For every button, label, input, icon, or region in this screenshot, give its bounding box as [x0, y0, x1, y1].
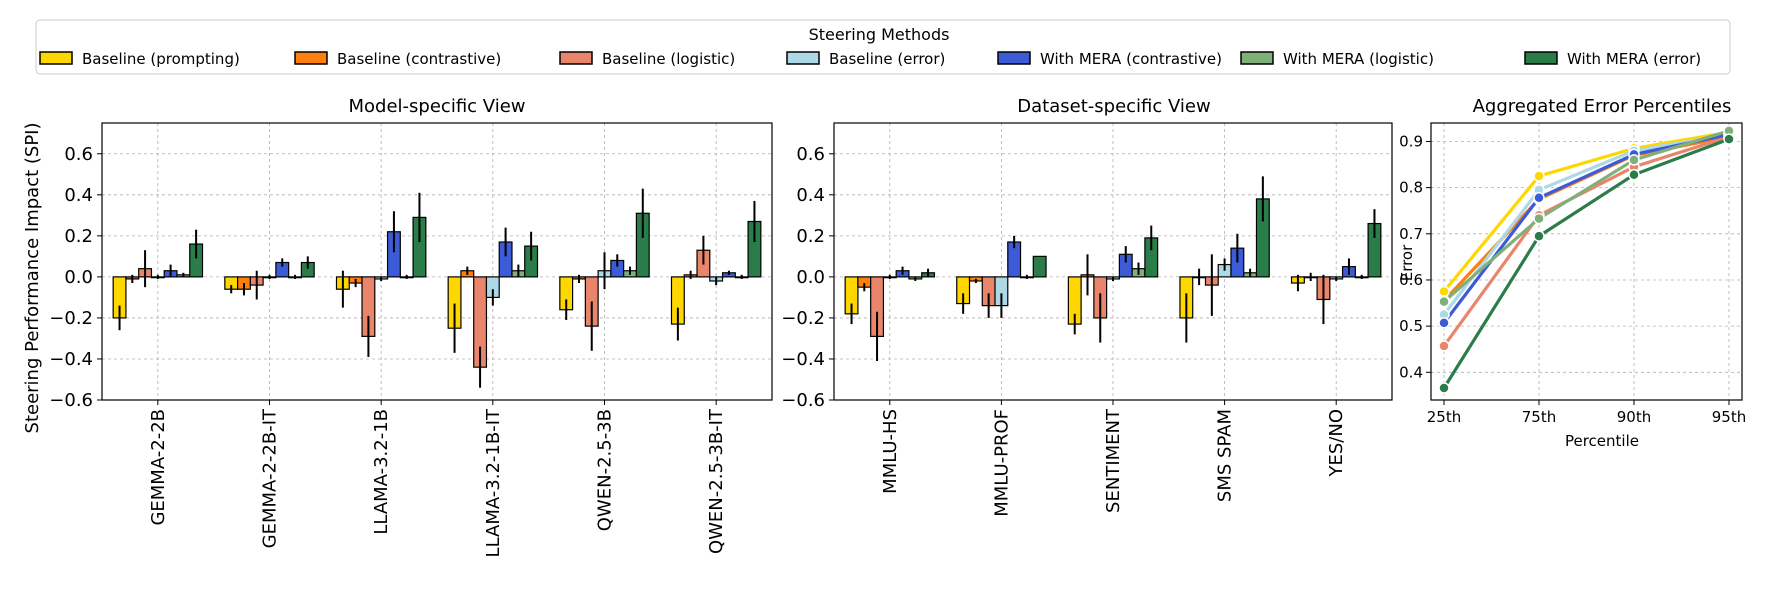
y-tick-label: 0.0: [64, 267, 93, 288]
y-tick-label: 0.7: [1399, 225, 1423, 243]
agg-chart-title: Aggregated Error Percentiles: [1473, 96, 1732, 117]
legend-swatch: [39, 51, 73, 65]
y-tick-label: 0.0: [796, 267, 825, 288]
plot-frame: [1430, 122, 1743, 401]
legend-item-baseline-contrastive: Baseline (contrastive): [294, 50, 501, 68]
legend-item-baseline-error: Baseline (error): [786, 50, 945, 68]
point-with-mera-contrastive-75th: [1533, 192, 1545, 204]
y-tick-label: 0.6: [796, 144, 825, 165]
legend-label: With MERA (contrastive): [1040, 50, 1222, 68]
legend-item-with-mera-error: With MERA (error): [1524, 50, 1701, 68]
point-with-mera-logistic-75th: [1533, 212, 1545, 225]
plot-frame: [101, 122, 773, 401]
y-tick-label: −0.6: [781, 390, 825, 411]
legend-swatch: [1240, 51, 1274, 65]
x-tick-label: QWEN-2.5-3B-IT: [706, 408, 727, 554]
y-tick-label: 0.9: [1399, 132, 1423, 150]
x-tick-label: GEMMA-2-2B-IT: [260, 408, 281, 548]
y-tick-label: −0.4: [781, 349, 825, 370]
x-tick-label: MMLU-HS: [880, 409, 901, 494]
legend-label: With MERA (error): [1567, 50, 1701, 68]
y-tick-label: 0.6: [1399, 271, 1423, 289]
point-baseline-logistic-25th: [1438, 340, 1450, 352]
legend-swatch: [294, 51, 328, 65]
legend-swatch: [1524, 51, 1558, 65]
legend-swatch: [786, 51, 820, 65]
model-chart-title: Model-specific View: [349, 96, 526, 117]
bar-with-mera-error-mmlu-prof: [1032, 255, 1047, 278]
y-tick-label: −0.2: [49, 308, 93, 329]
x-tick-label: 95th: [1712, 408, 1746, 426]
point-with-mera-error-75th: [1533, 230, 1545, 242]
y-tick-label: 0.2: [796, 226, 825, 247]
legend-label: With MERA (logistic): [1283, 50, 1434, 68]
x-tick-label: QWEN-2.5-3B: [595, 409, 616, 531]
point-baseline-prompting-75th: [1533, 170, 1545, 182]
line-with-mera-logistic: [1442, 129, 1730, 303]
legend-label: Baseline (prompting): [82, 50, 240, 68]
y-tick-label: 0.4: [796, 185, 825, 206]
line-baseline-error: [1442, 132, 1730, 316]
point-with-mera-contrastive-25th: [1438, 317, 1450, 329]
x-tick-label: LLAMA-3.2-1B: [371, 409, 392, 535]
model-specific-chart: Model-specific View −0.6 −0.4 −0.2 0.0 0.2 0.…: [49, 96, 773, 557]
point-with-mera-logistic-90th: [1628, 154, 1640, 166]
shared-y-axis-label: Steering Performance Impact (SPI): [22, 123, 43, 434]
legend-label: Baseline (logistic): [602, 50, 735, 68]
x-tick-label: 90th: [1617, 408, 1651, 426]
y-tick-label: 0.4: [1399, 363, 1423, 381]
agg-x-axis-label: Percentile: [1565, 432, 1639, 450]
y-tick-label: 0.8: [1399, 179, 1423, 197]
agg-y-axis-label: Error: [1398, 244, 1416, 281]
y-tick-label: 0.4: [64, 185, 93, 206]
legend-item-baseline-prompting: Baseline (prompting): [39, 50, 240, 68]
legend-item-with-mera-contrastive: With MERA (contrastive): [997, 50, 1222, 68]
line-with-mera-error: [1442, 137, 1730, 389]
x-tick-label: LLAMA-3.2-1B-IT: [483, 408, 504, 557]
point-with-mera-error-90th: [1628, 168, 1640, 181]
legend-label: Baseline (error): [829, 50, 945, 68]
point-with-mera-error-25th: [1438, 382, 1450, 394]
dataset-chart-title: Dataset-specific View: [1017, 96, 1210, 117]
legend-label: Baseline (contrastive): [337, 50, 501, 68]
legend: Steering Methods Baseline (prompting) Bas…: [35, 19, 1731, 75]
x-tick-label: 25th: [1427, 408, 1461, 426]
aggregated-error-chart: Aggregated Error Percentiles Percentile …: [1398, 96, 1746, 450]
y-tick-label: −0.6: [49, 390, 93, 411]
x-tick-label: YES/NO: [1326, 409, 1347, 478]
x-tick-label: 75th: [1522, 408, 1556, 426]
y-tick-label: −0.4: [49, 349, 93, 370]
y-tick-label: 0.5: [1399, 317, 1423, 335]
legend-swatch: [559, 51, 593, 65]
legend-title: Steering Methods: [809, 25, 950, 44]
y-tick-label: 0.2: [64, 226, 93, 247]
x-tick-label: SENTIMENT: [1103, 408, 1124, 513]
point-with-mera-logistic-25th: [1438, 295, 1450, 308]
x-tick-label: GEMMA-2-2B: [148, 409, 169, 526]
line-baseline-prompting: [1442, 130, 1730, 293]
y-tick-label: −0.2: [781, 308, 825, 329]
dataset-specific-chart: Dataset-specific View −0.6 −0.4 −0.2 0.0 0.2…: [781, 96, 1393, 517]
legend-swatch: [997, 51, 1031, 65]
legend-frame: [35, 19, 1731, 75]
legend-item-with-mera-logistic: With MERA (logistic): [1240, 50, 1434, 68]
y-tick-label: 0.6: [64, 144, 93, 165]
legend-item-baseline-logistic: Baseline (logistic): [559, 50, 735, 68]
point-with-mera-error-95th: [1723, 133, 1735, 145]
x-tick-label: SMS SPAM: [1215, 409, 1236, 502]
x-tick-label: MMLU-PROF: [991, 409, 1012, 517]
